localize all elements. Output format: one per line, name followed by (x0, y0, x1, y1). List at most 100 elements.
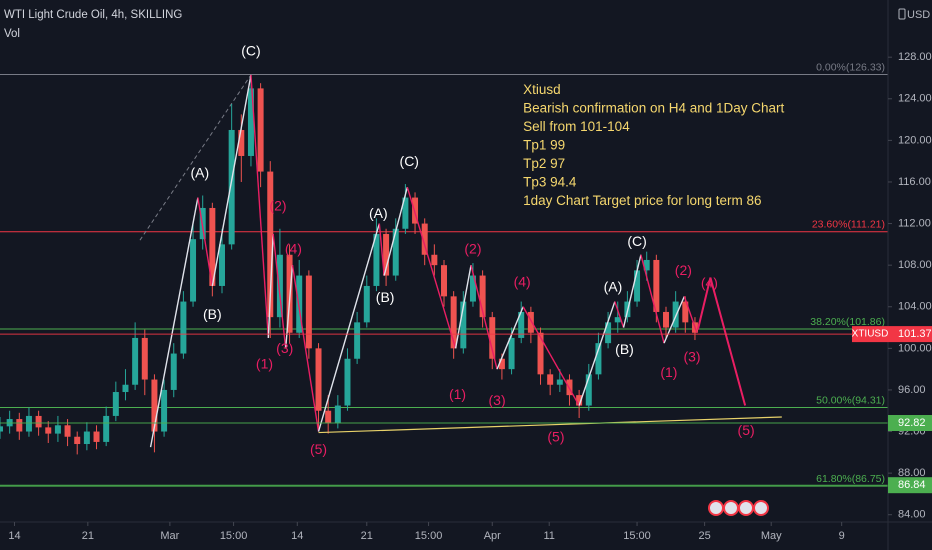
symbol-tag (852, 326, 888, 343)
fib-label: 61.80%(86.75) (816, 473, 885, 485)
note-line: Xtiusd (523, 82, 561, 97)
candle-body (228, 129, 235, 245)
candle-body (431, 254, 438, 266)
candle-body (479, 275, 486, 318)
candle-body (190, 239, 197, 302)
candle-body (64, 425, 71, 437)
x-tick-label: 11 (543, 530, 554, 542)
wave-label: (A) (369, 205, 388, 221)
candle-body (180, 301, 187, 354)
icon[interactable] (753, 500, 769, 516)
x-tick-label: 21 (82, 530, 94, 542)
candle-body (469, 275, 476, 302)
chart-title: WTI Light Crude Oil, 4h, SKILLING (4, 9, 182, 21)
y-tick-label: 112.00 (898, 217, 931, 229)
icon[interactable] (708, 500, 724, 516)
wave-label: (B) (376, 289, 395, 305)
candle-body (605, 322, 612, 344)
y-tick-label: 124.00 (898, 93, 932, 105)
candle-body (614, 317, 621, 323)
candle-body (508, 337, 515, 370)
price-tag-label: 101.37 (898, 328, 932, 340)
icon[interactable] (738, 500, 754, 516)
wave-segment (250, 74, 270, 338)
currency-icon[interactable] (898, 8, 906, 20)
wave-label: (4) (285, 240, 302, 256)
candle-body (219, 244, 225, 286)
wave-segment (149, 197, 199, 448)
candle-body (672, 301, 679, 328)
candle-body (383, 233, 390, 276)
wave-segment (640, 254, 665, 344)
price-tag-label: 92.82 (898, 417, 926, 429)
wave-segment (197, 197, 214, 287)
currency-label[interactable]: USD (907, 9, 930, 21)
candle-body (363, 285, 370, 323)
x-tick-label: Apr (484, 530, 501, 542)
candle-body (45, 427, 52, 434)
candle-body (170, 353, 177, 390)
candle-body (151, 379, 158, 432)
candle-body (35, 415, 42, 428)
candle-body (450, 296, 457, 349)
candle-body (161, 389, 168, 432)
x-tick-label: 9 (839, 530, 845, 542)
candle-body (489, 317, 496, 359)
candle-body (634, 270, 641, 302)
wave-segment (406, 186, 457, 349)
wave-label: (C) (241, 43, 260, 59)
fib-label: 0.00%(126.33) (816, 61, 885, 73)
candle-body (0, 426, 3, 432)
price-tag (888, 326, 932, 343)
candle-body (460, 301, 467, 349)
drawn-line (318, 416, 782, 434)
candle-body (83, 431, 90, 445)
wave-label: (B) (203, 306, 222, 322)
plot-area (0, 74, 888, 487)
candle-body (141, 337, 148, 380)
candle-body (16, 419, 23, 432)
candle-body (334, 405, 341, 424)
candle-body (325, 410, 332, 424)
candle-body (585, 374, 592, 406)
wave-segment (211, 74, 252, 287)
candle-body (663, 311, 669, 328)
y-tick-label: 96.00 (898, 384, 926, 396)
x-tick-label: 15:00 (623, 530, 651, 542)
note-line: Tp1 99 (523, 138, 565, 153)
candle-body (132, 337, 139, 385)
wave-segment (272, 233, 287, 349)
drawn-line (696, 277, 747, 406)
candle-body (682, 301, 689, 323)
x-tick-label: 14 (8, 530, 20, 542)
y-tick-label: 84.00 (898, 509, 926, 521)
x-tick-label: May (761, 530, 782, 542)
candle-body (238, 129, 245, 156)
note-line: Bearish confirmation on H4 and 1Day Char… (523, 101, 784, 116)
wave-segment (663, 296, 685, 344)
candle-body (537, 332, 544, 375)
candle-body (498, 358, 505, 370)
indicator-icons (708, 500, 769, 516)
wave-label: (1) (660, 364, 677, 380)
wave-segment (683, 296, 698, 333)
candle-body (595, 343, 602, 375)
x-tick-label: Mar (160, 530, 179, 542)
candle-body (257, 88, 264, 172)
wave-label: (2) (269, 198, 286, 214)
candle-body (441, 265, 447, 297)
wave-segment (622, 254, 642, 328)
y-tick-label: 100.00 (898, 342, 932, 354)
wave-label: (2) (675, 262, 692, 278)
x-tick-label: 15:00 (415, 530, 443, 542)
wave-segment (496, 306, 524, 370)
wave-label: (5) (738, 422, 755, 438)
wave-label: (2) (464, 240, 481, 256)
wave-segment (522, 306, 580, 406)
icon[interactable] (723, 500, 739, 516)
candle-body (392, 228, 399, 276)
wave-label: (A) (604, 279, 623, 295)
candle-body (421, 223, 428, 255)
